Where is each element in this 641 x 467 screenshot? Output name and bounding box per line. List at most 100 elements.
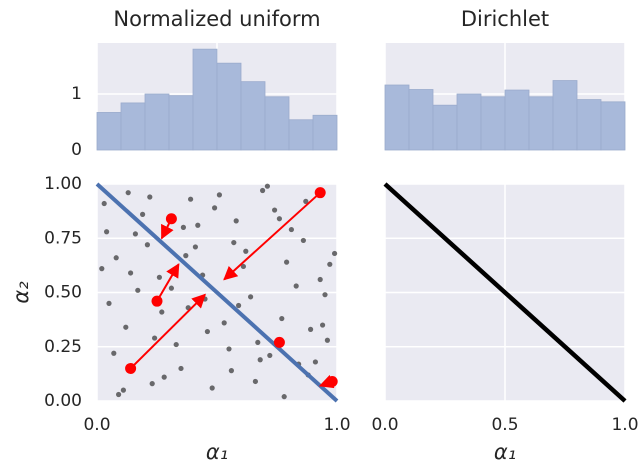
scatter-point xyxy=(188,196,194,202)
scatter-point xyxy=(149,381,155,387)
histogram-bar xyxy=(144,93,170,151)
scatter-point xyxy=(327,261,333,267)
panel-title: Normalized uniform xyxy=(113,7,320,31)
scatter-point xyxy=(279,315,285,322)
histogram-bar xyxy=(312,114,338,151)
scatter-point xyxy=(226,346,232,352)
scatter-point xyxy=(216,192,222,198)
scatter-point xyxy=(255,339,261,346)
scatter-point xyxy=(116,391,122,398)
histogram-bar xyxy=(480,96,506,151)
scatter-point xyxy=(236,302,242,309)
arrow xyxy=(160,218,174,240)
scatter-point xyxy=(209,385,215,391)
scatter-point xyxy=(320,322,326,328)
histogram-bar xyxy=(96,112,122,151)
scatter-point xyxy=(212,205,218,211)
scatter-point xyxy=(144,242,150,248)
scatter-point xyxy=(332,250,338,257)
scatter-point xyxy=(168,285,174,291)
scatter-point xyxy=(240,263,246,270)
scatter-point xyxy=(123,324,129,330)
arrow xyxy=(129,293,206,370)
scatter-point xyxy=(221,320,227,326)
scatter-point xyxy=(156,274,162,280)
histogram-bar xyxy=(384,84,410,151)
scatter-point xyxy=(183,253,189,259)
line xyxy=(95,182,339,403)
scatter-point xyxy=(195,222,201,228)
scatter-point xyxy=(257,357,263,363)
scatter-point xyxy=(252,378,258,385)
scatter-point xyxy=(231,239,237,246)
histogram-bar xyxy=(504,89,530,151)
scatter-point xyxy=(243,248,249,254)
scatter-point xyxy=(128,270,134,276)
scatter-point xyxy=(228,368,234,374)
x-axis-label: α₁ xyxy=(494,440,516,464)
scatter-point xyxy=(264,183,270,189)
y-tick-label: 0 xyxy=(71,140,82,160)
histogram-bar xyxy=(168,95,194,151)
scatter-point xyxy=(317,276,323,283)
scatter-point xyxy=(173,341,179,348)
scatter-point xyxy=(192,244,198,250)
scatter-point xyxy=(272,207,278,213)
scatter-point xyxy=(135,287,141,293)
scatter-point xyxy=(99,266,105,272)
scatter-point xyxy=(293,283,299,289)
histogram-bar xyxy=(264,96,290,151)
scatter-point xyxy=(104,229,110,235)
scatter-point xyxy=(106,300,112,306)
arrow xyxy=(318,374,335,389)
histogram-bar xyxy=(552,80,578,151)
histogram-bar xyxy=(600,101,626,151)
histogram-bar xyxy=(288,119,314,151)
scatter-point xyxy=(101,200,107,207)
panel-title: Dirichlet xyxy=(461,7,549,31)
scatter-point xyxy=(140,211,146,217)
scatter-point xyxy=(147,194,153,200)
scatter-point xyxy=(300,237,306,244)
histogram-bar xyxy=(408,89,434,151)
arrow xyxy=(223,191,321,281)
x-tick-label: 0.0 xyxy=(83,415,110,435)
scatter-point xyxy=(248,294,254,300)
scatter-point xyxy=(281,394,287,400)
histogram-bar xyxy=(216,62,242,151)
y-tick-label: 0.50 xyxy=(44,283,82,303)
histogram-bar xyxy=(120,102,146,151)
x-tick-label: 1.0 xyxy=(611,415,638,435)
arrow xyxy=(156,263,180,302)
scatter-point xyxy=(267,352,273,359)
y-tick-label: 1 xyxy=(71,84,82,104)
scatter-point xyxy=(284,259,290,265)
histogram-bar xyxy=(576,99,602,151)
scatter-point xyxy=(276,216,282,222)
histogram-bar xyxy=(528,96,554,151)
histogram-bar xyxy=(192,48,218,151)
y-tick-label: 0.00 xyxy=(44,391,82,411)
scatter-point xyxy=(132,231,138,237)
scatter-point xyxy=(152,335,158,341)
histogram-bar xyxy=(456,93,482,151)
scatter-point xyxy=(159,309,165,315)
scatter-point xyxy=(120,387,126,393)
scatter-point xyxy=(308,326,314,332)
scatter-point xyxy=(312,359,318,365)
highlight-point xyxy=(273,336,285,348)
y-tick-label: 0.75 xyxy=(44,228,82,248)
scatter-point xyxy=(233,218,239,224)
y-tick-label: 0.25 xyxy=(44,337,82,357)
scatter-point xyxy=(111,350,117,356)
scatter-point xyxy=(113,255,119,261)
scatter-point xyxy=(161,374,167,380)
y-axis-label: α₂ xyxy=(9,281,33,304)
scatter-point xyxy=(178,365,184,372)
scatter-point xyxy=(204,328,210,335)
x-tick-label: 1.0 xyxy=(323,415,350,435)
scatter-point xyxy=(303,198,309,204)
x-axis-label: α₁ xyxy=(206,440,228,464)
x-tick-label: 0.0 xyxy=(371,415,398,435)
